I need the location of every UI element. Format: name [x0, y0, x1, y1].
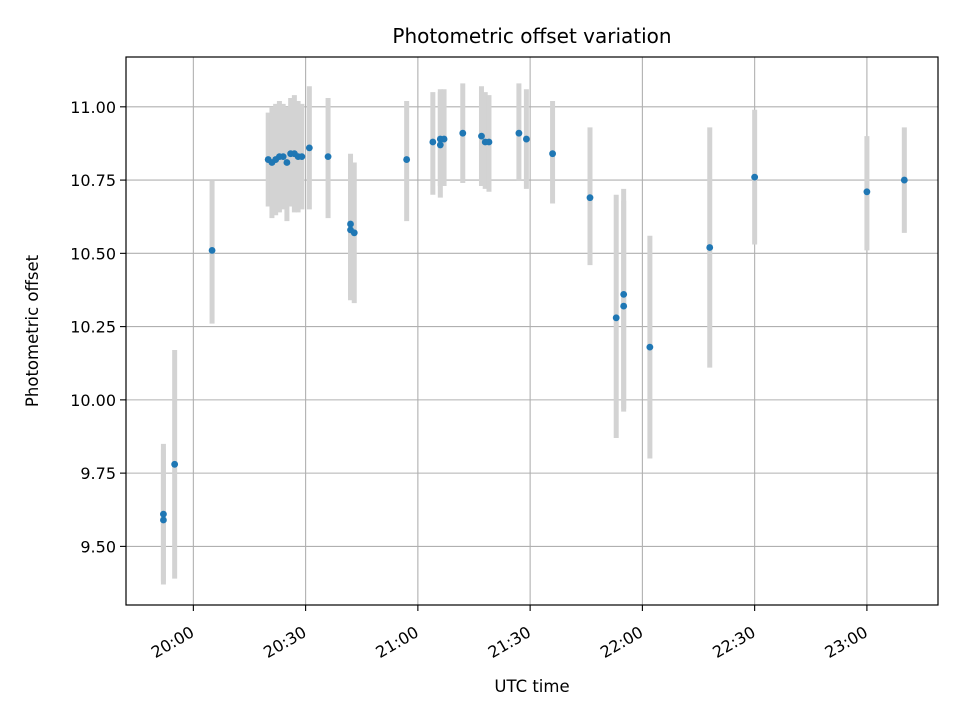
data-point: [350, 229, 358, 237]
y-tick-label: 10.25: [70, 318, 116, 337]
data-points: [160, 129, 908, 524]
data-point: [305, 144, 313, 152]
data-point: [324, 153, 332, 161]
plot-frame: [125, 56, 939, 606]
y-tick-label: 10.00: [70, 391, 116, 410]
data-point: [160, 510, 167, 518]
data-point: [440, 135, 448, 143]
x-axis-title: UTC time: [494, 677, 569, 696]
data-point: [347, 220, 354, 228]
data-point: [706, 244, 714, 251]
data-point: [478, 132, 485, 140]
y-tick-label: 10.50: [70, 244, 116, 263]
data-point: [283, 159, 291, 166]
data-point: [208, 247, 216, 254]
data-point: [515, 129, 523, 137]
y-axis-ticks: 9.50 9.75 10.00 10.25 10.50 10.75 11.00: [70, 98, 126, 556]
grid-lines: [126, 57, 938, 605]
data-point: [900, 176, 908, 184]
data-point: [751, 173, 759, 181]
data-point: [863, 188, 871, 196]
y-tick-label: 9.75: [80, 464, 116, 483]
data-point: [279, 153, 287, 161]
data-point: [171, 460, 179, 468]
data-point: [485, 138, 493, 146]
data-point: [522, 135, 530, 143]
chart-title: Photometric offset variation: [392, 24, 671, 48]
y-axis-title: Photometric offset: [23, 254, 42, 407]
data-point: [549, 150, 556, 158]
y-tick-label: 9.50: [80, 537, 116, 556]
data-point: [298, 153, 306, 161]
data-point: [620, 290, 628, 298]
y-tick-label: 10.75: [70, 171, 116, 190]
data-point: [436, 141, 444, 149]
data-point: [612, 314, 620, 322]
data-point: [646, 343, 654, 351]
data-point: [459, 129, 467, 137]
data-point: [403, 156, 411, 163]
data-point: [586, 194, 594, 202]
data-point: [160, 516, 167, 524]
data-point: [429, 138, 437, 146]
data-point: [620, 302, 628, 310]
y-tick-label: 11.00: [70, 98, 116, 117]
